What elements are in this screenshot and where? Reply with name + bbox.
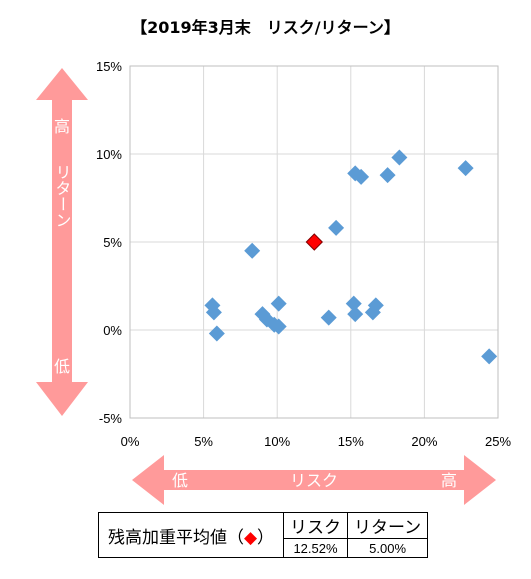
- data-point: [347, 306, 364, 323]
- y-tick-label: -5%: [99, 411, 123, 426]
- x-tick-label: 25%: [485, 434, 511, 449]
- risk-value: 12.52%: [283, 538, 348, 558]
- x-tick-label: 0%: [121, 434, 140, 449]
- data-point: [379, 167, 396, 184]
- data-point: [457, 160, 474, 177]
- data-points: [204, 149, 498, 365]
- weighted-average-table: 残高加重平均値（◆） リスク リターン 12.52% 5.00%: [98, 512, 429, 558]
- data-point: [367, 297, 384, 314]
- data-point: [205, 304, 222, 321]
- data-point: [328, 219, 345, 236]
- risk-header: リスク: [283, 512, 348, 539]
- data-point: [270, 295, 287, 312]
- data-point: [244, 242, 261, 259]
- weighted-average-close: ）: [257, 527, 275, 548]
- risk-high-label: 高: [441, 471, 457, 490]
- data-point: [345, 295, 362, 312]
- data-point: [391, 149, 408, 166]
- plot-grid: [129, 65, 499, 419]
- y-tick-label: 15%: [96, 59, 122, 74]
- y-tick-label: 0%: [103, 323, 122, 338]
- plot-frame: [129, 65, 499, 419]
- x-tick-label: 15%: [338, 434, 364, 449]
- return-arrow: 高 リターン 低: [36, 68, 88, 416]
- risk-low-label: 低: [172, 471, 188, 490]
- weighted-average-text: 残高加重平均値（: [107, 527, 244, 548]
- risk-axis-label: リスク: [290, 471, 338, 490]
- x-tick-label: 20%: [411, 434, 437, 449]
- y-tick-labels: 15% 10% 5% 0% -5%: [96, 59, 122, 426]
- data-point: [353, 168, 370, 185]
- weighted-average-point: [305, 233, 324, 251]
- data-point: [270, 318, 287, 335]
- x-tick-label: 5%: [194, 434, 213, 449]
- data-point: [208, 325, 225, 342]
- return-value: 5.00%: [346, 538, 429, 558]
- y-tick-label: 5%: [103, 235, 122, 250]
- return-low-label: 低: [54, 357, 70, 376]
- data-point: [481, 348, 498, 365]
- highlight-marker-icon: ◆: [243, 527, 258, 548]
- x-tick-label: 10%: [264, 434, 290, 449]
- x-tick-labels: 0% 5% 10% 15% 20% 25%: [121, 434, 512, 449]
- return-axis-label: リターン: [53, 164, 72, 228]
- scatter-chart: 高 リターン 低 低 リスク 高 0% 5% 10% 15% 20% 25% 15% 10%…: [36, 59, 512, 505]
- data-point: [320, 309, 337, 326]
- weighted-average-label: 残高加重平均値（◆）: [98, 512, 284, 558]
- return-header: リターン: [346, 512, 429, 539]
- risk-arrow: 低 リスク 高: [132, 455, 496, 505]
- chart-title: 【2019年3月末 リスク/リターン】: [131, 18, 400, 37]
- return-high-label: 高: [54, 117, 70, 136]
- y-tick-label: 10%: [96, 147, 122, 162]
